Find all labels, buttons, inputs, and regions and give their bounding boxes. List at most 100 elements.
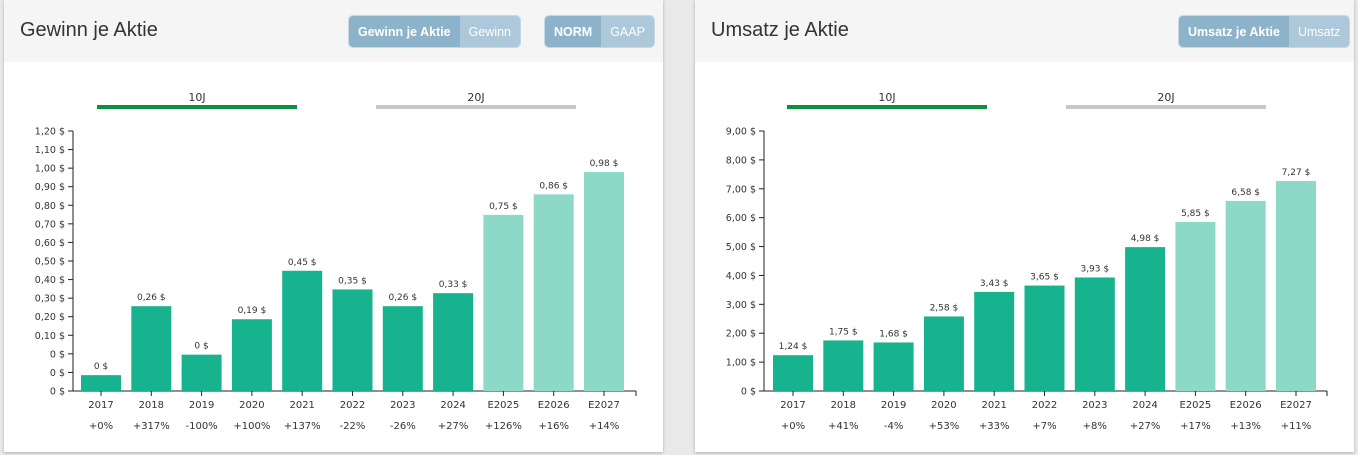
bar-2022 (332, 289, 373, 391)
data-label: 1,75 $ (829, 327, 858, 337)
growth-label: +8% (1083, 421, 1107, 432)
bar-E2027 (584, 172, 624, 391)
range-10j-bar[interactable] (787, 105, 987, 109)
x-tick-label: 2018 (139, 400, 164, 411)
range-20j-bar[interactable] (376, 105, 576, 109)
y-tick-label: 0,10 $ (35, 331, 65, 342)
panel-header: Gewinn je Aktie Gewinn je Aktie Gewinn N… (4, 0, 663, 62)
bar-2023 (1074, 277, 1115, 391)
data-label: 3,65 $ (1030, 273, 1059, 283)
y-tick-label: 0,20 $ (35, 312, 65, 323)
bar-2024 (1125, 247, 1166, 391)
panel-title: Umsatz je Aktie (711, 19, 849, 41)
eps-panel: 10J 20J 0 $ 0 $ 0 $ 0,10 $ 0,20 $ 0,30 $ 0,40 $ 0… (4, 0, 663, 452)
growth-label: +16% (538, 421, 569, 432)
growth-label: +14% (589, 421, 620, 432)
toggle-revenue-per-share[interactable]: Umsatz je Aktie (1179, 16, 1289, 47)
y-tick-label: 0 $ (741, 387, 756, 398)
x-tick-label: 2019 (189, 400, 214, 411)
toggle-gaap[interactable]: GAAP (601, 16, 654, 47)
x-tick-label: 2021 (981, 400, 1006, 411)
bar-2024 (433, 293, 474, 391)
y-tick-label: 3,00 $ (726, 300, 756, 311)
y-tick-label: 0 $ (50, 387, 65, 398)
x-tick-label: 2024 (1132, 400, 1157, 411)
data-label: 2,58 $ (930, 303, 959, 313)
toggle-revenue[interactable]: Umsatz (1288, 16, 1350, 47)
toggle-eps[interactable]: Gewinn je Aktie (349, 16, 460, 47)
growth-label: +27% (438, 421, 469, 432)
x-tick-label: E2025 (488, 400, 520, 411)
y-tick-label: 1,20 $ (35, 127, 65, 138)
metric-toggle[interactable]: Umsatz je Aktie Umsatz (1178, 15, 1351, 48)
growth-label: +317% (133, 421, 170, 432)
x-tick-label: E2027 (1280, 400, 1312, 411)
revenue-chart: 10J 20J 0 $ 1,00 $ 2,00 $ 3,00 $ 4,00 $ 5,00 $ 6… (726, 91, 1328, 432)
y-tick-label: 5,00 $ (726, 242, 756, 253)
bar-2018 (823, 340, 864, 391)
bar-2019 (181, 354, 222, 391)
data-label: 0 $ (194, 342, 208, 352)
x-tick-label: 2022 (1032, 400, 1057, 411)
bar-E2026 (533, 194, 574, 391)
y-tick-label: 0,40 $ (35, 275, 65, 286)
y-tick-label: 0,30 $ (35, 294, 65, 305)
growth-label: -26% (390, 421, 416, 432)
x-tick-label: 2018 (831, 400, 856, 411)
bar-2018 (131, 306, 172, 391)
range-10j-label: 10J (188, 91, 205, 104)
y-tick-label: 1,10 $ (35, 145, 65, 156)
x-tick-label: 2019 (881, 400, 906, 411)
x-tick-label: E2027 (588, 400, 620, 411)
growth-label: +27% (1130, 421, 1161, 432)
bar-2021 (282, 270, 323, 391)
growth-label: +11% (1281, 421, 1312, 432)
growth-label: +53% (929, 421, 960, 432)
growth-label: -22% (340, 421, 366, 432)
range-20j-label: 20J (1157, 91, 1174, 104)
data-label: 6,58 $ (1231, 188, 1260, 198)
x-tick-label: 2024 (440, 400, 465, 411)
data-label: 0,26 $ (388, 293, 417, 303)
metric-toggle[interactable]: Gewinn je Aktie Gewinn (348, 15, 522, 48)
data-label: 0,86 $ (539, 181, 568, 191)
x-tick-label: E2026 (1230, 400, 1262, 411)
y-tick-label: 0,50 $ (35, 257, 65, 268)
data-label: 0,45 $ (288, 258, 317, 268)
data-label: 0,26 $ (137, 293, 166, 303)
growth-label: +33% (979, 421, 1010, 432)
y-tick-label: 2,00 $ (726, 329, 756, 340)
range-20j-bar[interactable] (1066, 105, 1266, 109)
bar-2021 (974, 291, 1015, 391)
y-tick-label: 0,90 $ (35, 182, 65, 193)
growth-label: -4% (884, 421, 903, 432)
data-label: 0,19 $ (238, 306, 267, 316)
bar-2017 (773, 355, 813, 391)
panel-title: Gewinn je Aktie (20, 19, 158, 41)
x-tick-label: E2026 (538, 400, 570, 411)
growth-label: +0% (89, 421, 113, 432)
data-label: 0,98 $ (590, 159, 619, 169)
y-tick-label: 9,00 $ (726, 127, 756, 138)
range-10j-bar[interactable] (97, 105, 297, 109)
y-tick-label: 6,00 $ (726, 213, 756, 224)
x-tick-label: 2023 (390, 400, 415, 411)
growth-label: +100% (233, 421, 270, 432)
y-tick-label: 0 $ (50, 368, 65, 379)
toggle-norm[interactable]: NORM (545, 16, 602, 47)
bar-2022 (1024, 285, 1065, 391)
bar-2020 (923, 316, 964, 391)
bar-2019 (873, 342, 914, 391)
growth-label: +41% (828, 421, 859, 432)
bar-E2027 (1276, 180, 1316, 391)
data-label: 0 $ (94, 362, 108, 372)
accounting-toggle[interactable]: NORM GAAP (544, 15, 655, 48)
data-label: 1,68 $ (879, 329, 908, 339)
data-label: 3,43 $ (980, 279, 1009, 289)
range-20j-label: 20J (467, 91, 484, 104)
data-label: 0,33 $ (439, 280, 468, 290)
y-tick-label: 7,00 $ (726, 184, 756, 195)
growth-label: +7% (1032, 421, 1056, 432)
toggle-earnings[interactable]: Gewinn (459, 16, 521, 47)
bar-2023 (382, 306, 423, 391)
